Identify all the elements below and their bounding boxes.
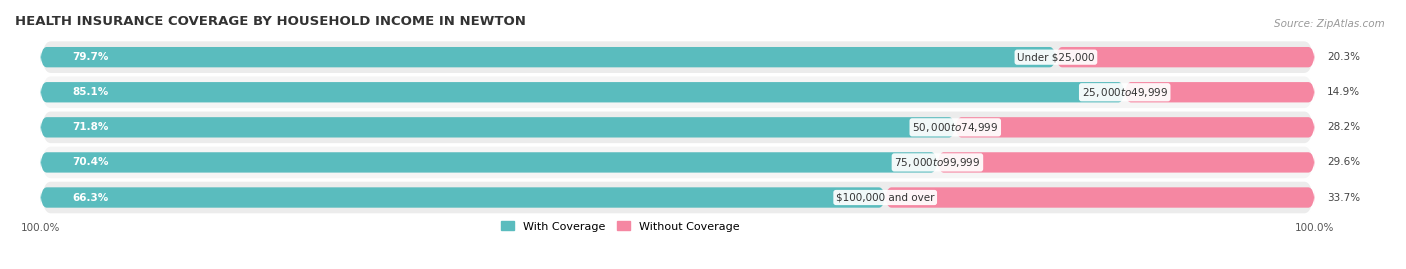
FancyBboxPatch shape [41,111,1315,144]
FancyBboxPatch shape [955,117,1315,137]
FancyBboxPatch shape [41,117,955,137]
Text: 33.7%: 33.7% [1327,193,1361,203]
FancyBboxPatch shape [41,146,1315,179]
Text: $25,000 to $49,999: $25,000 to $49,999 [1081,86,1168,99]
Text: 66.3%: 66.3% [72,193,108,203]
FancyBboxPatch shape [886,187,1315,208]
Text: 14.9%: 14.9% [1327,87,1361,97]
Text: 28.2%: 28.2% [1327,122,1361,132]
Text: 20.3%: 20.3% [1327,52,1360,62]
Text: $50,000 to $74,999: $50,000 to $74,999 [912,121,998,134]
Text: 70.4%: 70.4% [72,157,108,167]
Text: HEALTH INSURANCE COVERAGE BY HOUSEHOLD INCOME IN NEWTON: HEALTH INSURANCE COVERAGE BY HOUSEHOLD I… [15,15,526,28]
Text: 71.8%: 71.8% [72,122,108,132]
FancyBboxPatch shape [41,187,886,208]
FancyBboxPatch shape [41,152,938,173]
Text: $75,000 to $99,999: $75,000 to $99,999 [894,156,980,169]
Text: 29.6%: 29.6% [1327,157,1361,167]
Text: 79.7%: 79.7% [72,52,108,62]
Legend: With Coverage, Without Coverage: With Coverage, Without Coverage [498,218,742,235]
FancyBboxPatch shape [41,75,1315,109]
Text: $100,000 and over: $100,000 and over [837,193,935,203]
Text: Source: ZipAtlas.com: Source: ZipAtlas.com [1274,19,1385,29]
FancyBboxPatch shape [1125,82,1315,102]
Text: 85.1%: 85.1% [72,87,108,97]
FancyBboxPatch shape [41,47,1056,67]
Text: Under $25,000: Under $25,000 [1017,52,1095,62]
FancyBboxPatch shape [41,40,1315,74]
FancyBboxPatch shape [1056,47,1315,67]
FancyBboxPatch shape [938,152,1315,173]
FancyBboxPatch shape [41,82,1125,102]
FancyBboxPatch shape [41,181,1315,214]
